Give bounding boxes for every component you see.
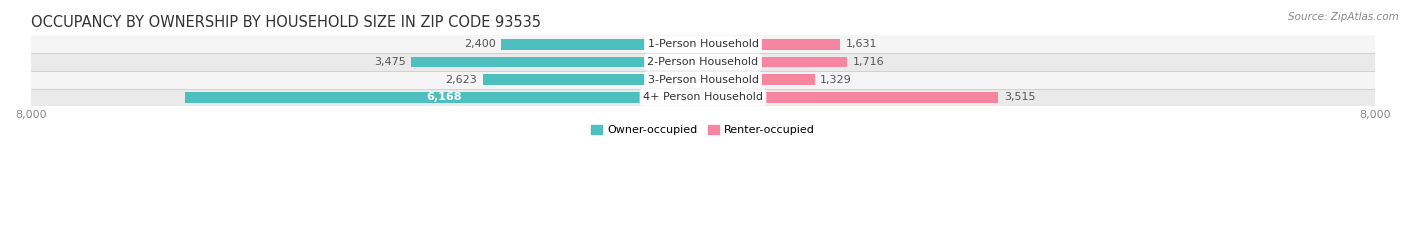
Text: OCCUPANCY BY OWNERSHIP BY HOUSEHOLD SIZE IN ZIP CODE 93535: OCCUPANCY BY OWNERSHIP BY HOUSEHOLD SIZE… bbox=[31, 15, 541, 30]
Bar bbox=[184, 92, 703, 103]
Text: 4+ Person Household: 4+ Person Household bbox=[643, 92, 763, 102]
Text: 1,716: 1,716 bbox=[852, 57, 884, 67]
Text: 1,329: 1,329 bbox=[820, 75, 852, 85]
Bar bbox=[31, 53, 1375, 71]
Text: 6,168: 6,168 bbox=[426, 92, 461, 102]
Text: 2-Person Household: 2-Person Household bbox=[647, 57, 759, 67]
Bar bbox=[31, 71, 1375, 89]
Bar bbox=[703, 74, 814, 85]
Text: 1,631: 1,631 bbox=[845, 39, 877, 49]
Bar bbox=[411, 57, 703, 67]
Bar bbox=[703, 57, 848, 67]
Text: 3-Person Household: 3-Person Household bbox=[648, 75, 758, 85]
Text: 3,515: 3,515 bbox=[1004, 92, 1035, 102]
Bar bbox=[703, 39, 839, 50]
Text: 3,475: 3,475 bbox=[374, 57, 406, 67]
Legend: Owner-occupied, Renter-occupied: Owner-occupied, Renter-occupied bbox=[586, 120, 820, 140]
Bar bbox=[703, 92, 998, 103]
Bar bbox=[502, 39, 703, 50]
Text: 1-Person Household: 1-Person Household bbox=[648, 39, 758, 49]
Bar bbox=[31, 35, 1375, 53]
Text: Source: ZipAtlas.com: Source: ZipAtlas.com bbox=[1288, 12, 1399, 22]
Text: 2,400: 2,400 bbox=[464, 39, 496, 49]
Bar bbox=[31, 89, 1375, 106]
Text: 2,623: 2,623 bbox=[446, 75, 477, 85]
Bar bbox=[482, 74, 703, 85]
